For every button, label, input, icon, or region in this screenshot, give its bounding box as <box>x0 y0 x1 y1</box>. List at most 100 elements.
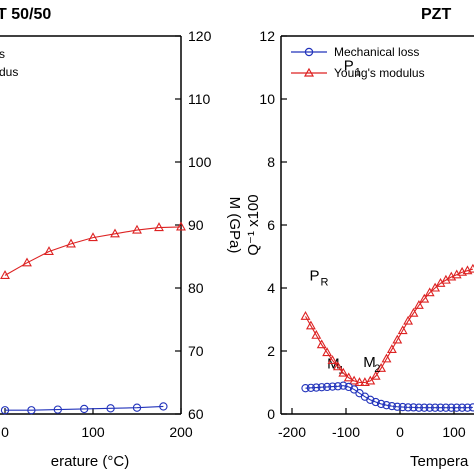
right-y-tick-label: 12 <box>259 28 275 44</box>
right-loss-point <box>447 403 456 412</box>
right-modulus-point <box>419 293 430 303</box>
right-x-tick-label: -100 <box>332 424 360 440</box>
right-panel-title: PZT <box>421 6 451 23</box>
right-loss-point <box>344 382 353 392</box>
right-y-tick-label: 0 <box>267 406 275 422</box>
right-loss-line <box>305 385 473 409</box>
left-loss-point <box>53 405 62 414</box>
right-modulus-point <box>322 347 333 357</box>
right-modulus-point <box>397 325 408 335</box>
right-annotation-subscript: 2 <box>374 363 380 375</box>
right-loss-point <box>430 403 440 412</box>
right-loss-point <box>306 383 316 393</box>
right-series <box>300 263 474 412</box>
left-loss-point <box>27 406 36 415</box>
left-x-tick-label: 100 <box>81 424 105 440</box>
left-annotation: P <box>309 267 319 284</box>
left-x-ticks: 0 100 200 <box>1 408 193 440</box>
right-modulus-point <box>343 372 354 382</box>
left-loss-point <box>0 406 10 415</box>
left-modulus-point <box>154 222 164 232</box>
right-modulus-point <box>386 344 397 353</box>
left-annotation: P <box>344 58 354 75</box>
right-y-tick-label: 6 <box>267 217 275 233</box>
left-y-axis-title: M (GPa) <box>226 197 243 254</box>
right-modulus-point <box>424 287 435 297</box>
right-x-tick-label: -200 <box>278 424 306 440</box>
right-loss-point <box>317 383 326 392</box>
left-modulus-point <box>0 270 10 279</box>
right-modulus-point <box>311 329 322 339</box>
left-x-axis-title: erature (°C) <box>51 453 130 470</box>
right-modulus-point <box>467 263 474 273</box>
right-x-axis-title: Tempera <box>410 453 469 470</box>
legend-youngs-modulus-marker <box>303 67 315 77</box>
left-y-tick-label: 60 <box>188 406 204 422</box>
right-annotations: M2 <box>363 354 380 375</box>
right-loss-point <box>403 403 413 412</box>
left-annotation-subscript: 1 <box>355 67 361 79</box>
left-modulus-point <box>132 224 142 234</box>
right-modulus-point <box>349 375 360 385</box>
left-loss-point <box>132 403 142 412</box>
left-y-ticks: 60 70 80 90 100 110 120 <box>175 28 212 422</box>
left-loss-point <box>80 404 89 414</box>
right-loss-point <box>376 399 386 409</box>
right-modulus-line <box>305 268 474 384</box>
right-x-tick-label: 0 <box>396 424 404 440</box>
right-loss-point <box>463 403 472 412</box>
right-modulus-point <box>316 339 327 349</box>
left-x-tick-label: 200 <box>169 424 193 440</box>
right-loss-point <box>339 381 348 390</box>
right-y-ticks: 0 2 4 6 8 10 12 <box>259 28 287 422</box>
left-y-tick-label: 90 <box>188 217 204 233</box>
left-modulus-line <box>4 226 182 276</box>
right-modulus-point <box>403 315 414 325</box>
left-loss-point <box>106 404 115 413</box>
right-y-tick-label: 4 <box>267 280 275 296</box>
right-loss-point <box>441 403 451 412</box>
left-y-tick-label: 110 <box>188 91 211 107</box>
right-modulus-point <box>430 282 441 292</box>
right-modulus-point <box>392 334 403 344</box>
right-loss-point <box>468 403 474 412</box>
left-x-tick-label: 0 <box>1 424 9 440</box>
left-modulus-point <box>176 221 186 231</box>
left-panel: T 50/50 s dus 0 100 200 60708090100110120 … <box>0 6 361 470</box>
right-modulus-point <box>413 299 424 309</box>
right-loss-point <box>382 401 391 410</box>
left-y-tick-label: 70 <box>188 343 204 359</box>
left-y-tick-label: 120 <box>188 28 212 44</box>
right-loss-point <box>420 403 429 412</box>
right-modulus-point <box>365 375 376 385</box>
right-modulus-point <box>327 355 338 365</box>
right-loss-point <box>301 384 310 393</box>
right-loss-point <box>457 403 467 412</box>
legend-youngs-modulus-label: Young's modulus <box>334 66 425 80</box>
left-annotations: P 1P RM1 <box>309 58 360 377</box>
right-loss-point <box>312 383 321 392</box>
right-modulus-point <box>300 311 311 320</box>
left-y-tick-label: 100 <box>188 154 212 170</box>
right-y-axis-title: Q⁻¹ x100 <box>245 194 262 255</box>
right-loss-point <box>322 382 332 392</box>
right-modulus-point <box>376 362 387 372</box>
left-series <box>0 221 186 415</box>
right-loss-point <box>414 403 424 412</box>
left-modulus-point <box>110 228 120 238</box>
right-annotation: M <box>363 354 376 371</box>
right-x-tick-label: 100 <box>442 424 466 440</box>
right-loss-point <box>328 382 337 391</box>
right-x-ticks: -200 -100 0 100 <box>278 408 466 440</box>
right-y-tick-label: 10 <box>259 91 275 107</box>
left-modulus-point <box>22 257 32 267</box>
right-modulus-point <box>332 361 343 371</box>
left-modulus-point <box>44 246 54 256</box>
right-loss-point <box>398 402 407 412</box>
right-loss-point <box>452 403 461 412</box>
left-loss-line <box>5 405 164 411</box>
left-y-tick-label: 80 <box>188 280 204 296</box>
right-loss-point <box>333 382 343 391</box>
